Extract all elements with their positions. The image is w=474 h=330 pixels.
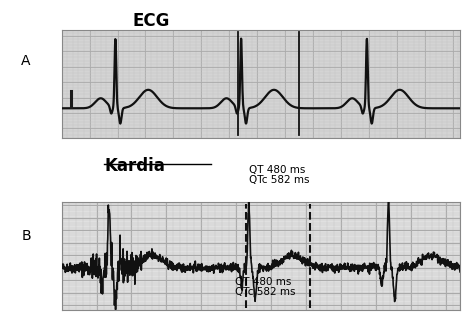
Text: A: A [21,54,31,68]
Text: QT 480 ms: QT 480 ms [249,165,305,175]
Text: QTc 582 ms: QTc 582 ms [249,175,310,185]
Text: QT 480 ms: QT 480 ms [235,277,291,287]
Text: Kardia: Kardia [104,157,165,175]
Text: B: B [21,229,31,243]
Text: QTc 582 ms: QTc 582 ms [235,287,295,297]
Text: ECG: ECG [133,12,170,30]
